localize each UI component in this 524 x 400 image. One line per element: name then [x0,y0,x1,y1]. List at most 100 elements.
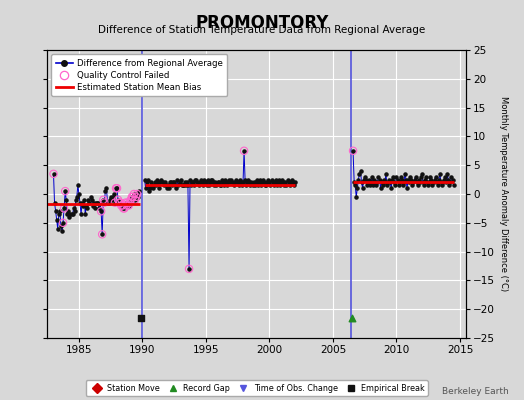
Point [446,179,455,186]
Point [217,176,226,183]
Point [98,231,106,238]
Point [91,205,99,212]
Point [253,176,261,183]
Point [376,185,385,192]
Point [107,196,116,203]
Point [225,176,233,183]
Point [411,174,420,180]
Point [180,182,188,188]
Point [75,191,83,197]
Point [386,179,395,186]
Point [103,200,112,206]
Point [185,266,193,272]
Point [434,176,443,183]
Point [433,179,441,186]
Point [147,179,155,186]
Point [68,211,76,217]
Point [186,176,194,183]
Point [83,205,92,212]
Point [286,182,294,188]
Point [201,179,209,186]
Point [176,179,184,186]
Point [230,182,238,188]
Point [268,179,277,186]
Point [404,176,412,183]
Point [258,179,266,186]
Point [95,205,103,212]
Point [236,176,244,183]
Point [241,176,249,183]
Point [223,182,232,188]
Point [220,182,228,188]
Point [212,182,221,188]
Point [117,202,125,209]
Point [189,179,198,186]
Point [355,171,364,177]
Point [445,182,454,188]
Point [51,208,60,214]
Point [159,182,168,188]
Point [450,182,458,188]
Point [134,194,143,200]
Point [114,196,122,203]
Point [59,220,67,226]
Point [426,174,434,180]
Point [193,179,202,186]
Point [53,225,62,232]
Point [429,179,438,186]
Point [62,196,70,203]
Point [151,179,159,186]
Point [88,196,96,203]
Point [239,179,247,186]
Point [126,200,134,206]
Point [267,176,276,183]
Point [362,176,370,183]
Point [125,202,133,209]
Point [390,179,399,186]
Point [287,179,295,186]
Point [412,179,421,186]
Point [140,176,149,183]
Point [94,200,102,206]
Point [177,176,185,183]
Point [69,205,78,212]
Point [158,179,167,186]
Point [112,185,120,192]
Point [222,179,230,186]
Point [86,194,95,200]
Point [263,179,271,186]
Point [257,182,265,188]
Point [206,179,214,186]
Point [194,182,203,188]
Point [441,174,450,180]
Point [353,185,362,192]
Point [129,194,137,200]
Point [417,174,425,180]
Point [120,205,128,212]
Point [211,179,220,186]
Point [131,196,139,203]
Point [145,188,153,194]
Point [76,200,84,206]
Point [235,182,243,188]
Point [198,179,206,186]
Point [422,174,430,180]
Point [119,205,127,212]
Point [182,182,190,188]
Point [110,191,118,197]
Point [92,200,100,206]
Point [80,196,89,203]
Point [392,174,401,180]
Point [72,194,81,200]
Point [177,182,185,188]
Point [153,176,161,183]
Point [289,179,297,186]
Point [363,182,371,188]
Point [281,179,290,186]
Point [288,176,296,183]
Point [394,176,402,183]
Point [207,176,215,183]
Point [366,182,374,188]
Point [279,179,287,186]
Point [443,171,452,177]
